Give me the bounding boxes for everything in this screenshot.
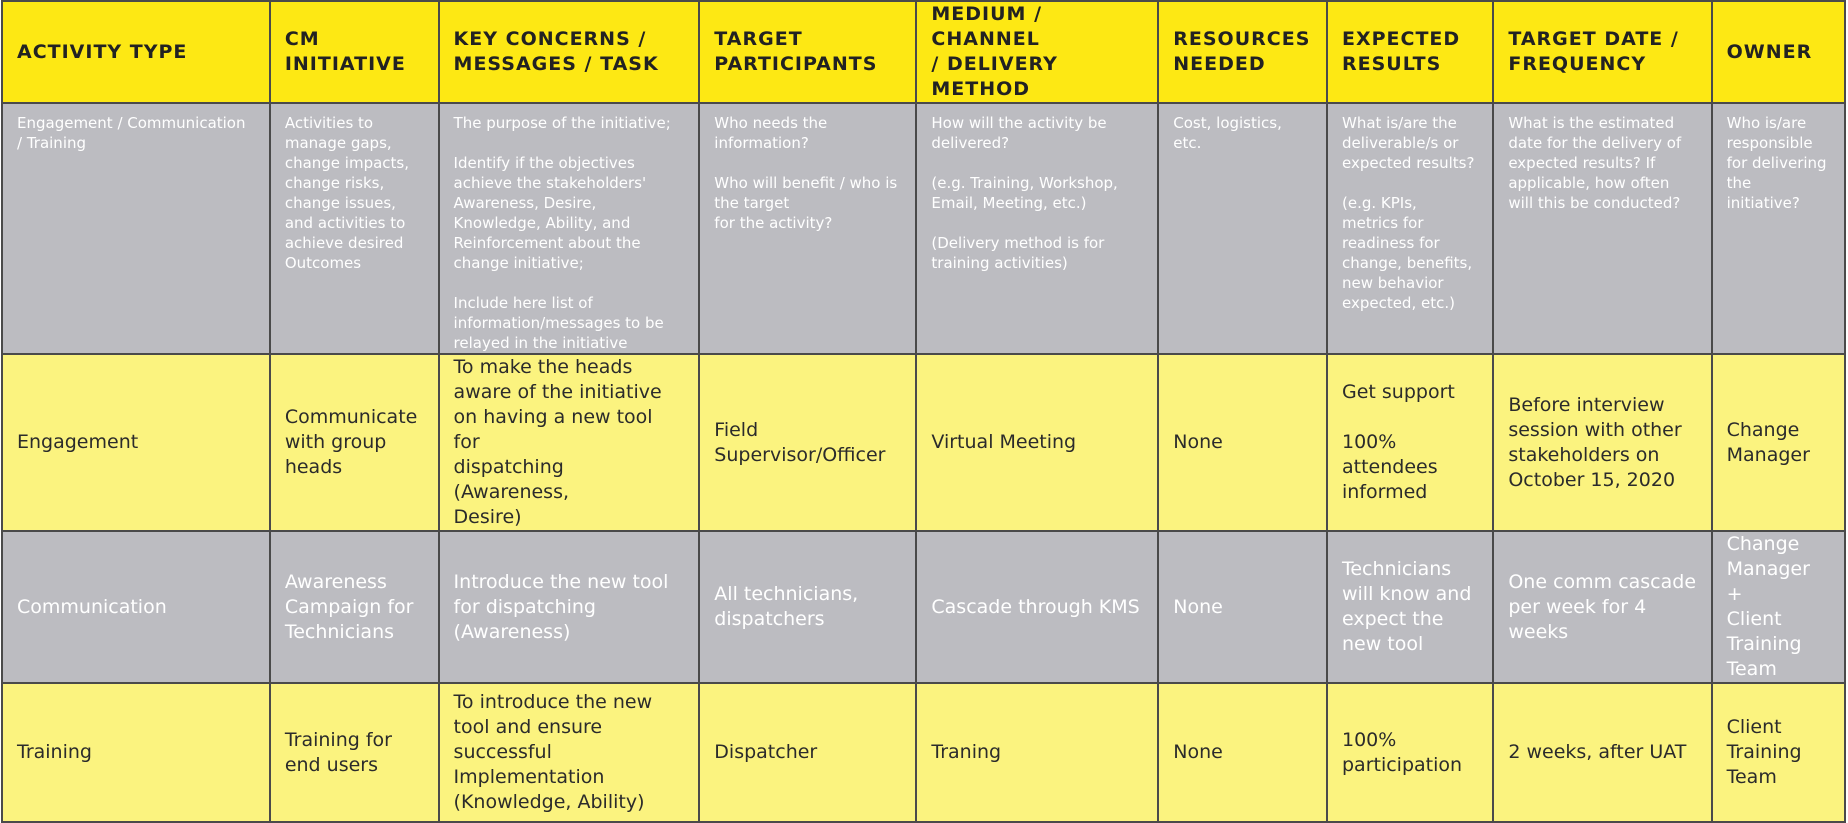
header-medium-channel: MEDIUM / CHANNEL / DELIVERY METHOD bbox=[915, 0, 1160, 104]
header-owner: OWNER bbox=[1710, 0, 1847, 104]
cell-activity-type: Training bbox=[1, 682, 271, 823]
header-target-participants: TARGET PARTICIPANTS bbox=[698, 0, 918, 104]
cell-cm-initiative: Awareness Campaign for Technicians bbox=[268, 530, 440, 684]
cell-expected-results: Technicians will know and expect the new… bbox=[1325, 530, 1495, 684]
header-resources-needed: RESOURCES NEEDED bbox=[1157, 0, 1328, 104]
cell-medium-channel: Cascade through KMS bbox=[915, 530, 1160, 684]
cell-target-date: One comm cascade per week for 4 weeks bbox=[1492, 530, 1713, 684]
cell-activity-type: Communication bbox=[1, 530, 271, 684]
header-key-concerns: KEY CONCERNS / MESSAGES / TASK bbox=[437, 0, 701, 104]
header-expected-results: EXPECTED RESULTS bbox=[1325, 0, 1495, 104]
table-row-training: Training Training for end users To intro… bbox=[1, 682, 1847, 823]
header-cm-initiative: CM INITIATIVE bbox=[268, 0, 440, 104]
header-target-date: TARGET DATE / FREQUENCY bbox=[1492, 0, 1713, 104]
guide-cm-initiative: Activities to manage gaps, change impact… bbox=[268, 102, 440, 355]
cell-cm-initiative: Training for end users bbox=[268, 682, 440, 823]
cell-target-participants: Dispatcher bbox=[698, 682, 918, 823]
guide-activity-type: Engagement / Communication / Training bbox=[1, 102, 271, 355]
table-row-communication: Communication Awareness Campaign for Tec… bbox=[1, 530, 1847, 684]
cell-medium-channel: Traning bbox=[915, 682, 1160, 823]
guide-expected-results: What is/are the deliverable/s or expecte… bbox=[1325, 102, 1495, 355]
guide-key-concerns: The purpose of the initiative; Identify … bbox=[437, 102, 701, 355]
cell-activity-type: Engagement bbox=[1, 353, 271, 532]
cell-target-participants: All technicians, dispatchers bbox=[698, 530, 918, 684]
cell-owner: Change Manager bbox=[1710, 353, 1847, 532]
cell-cm-initiative: Communicate with group heads bbox=[268, 353, 440, 532]
cell-resources-needed: None bbox=[1157, 353, 1328, 532]
guide-owner: Who is/are responsible for delivering th… bbox=[1710, 102, 1847, 355]
cell-target-participants: Field Supervisor/Officer bbox=[698, 353, 918, 532]
header-row: ACTIVITY TYPE CM INITIATIVE KEY CONCERNS… bbox=[1, 0, 1847, 104]
cell-expected-results: Get support 100% attendees informed bbox=[1325, 353, 1495, 532]
cell-medium-channel: Virtual Meeting bbox=[915, 353, 1160, 532]
cell-key-concerns: To introduce the new tool and ensure suc… bbox=[437, 682, 701, 823]
guide-resources-needed: Cost, logistics, etc. bbox=[1157, 102, 1328, 355]
guide-target-date: What is the estimated date for the deliv… bbox=[1492, 102, 1713, 355]
guide-target-participants: Who needs the information? Who will bene… bbox=[698, 102, 918, 355]
guide-medium-channel: How will the activity be delivered? (e.g… bbox=[915, 102, 1160, 355]
cell-owner: Client Training Team bbox=[1710, 682, 1847, 823]
cell-expected-results: 100% participation bbox=[1325, 682, 1495, 823]
cell-target-date: 2 weeks, after UAT bbox=[1492, 682, 1713, 823]
cell-resources-needed: None bbox=[1157, 530, 1328, 684]
cell-target-date: Before interview session with other stak… bbox=[1492, 353, 1713, 532]
guide-row: Engagement / Communication / Training Ac… bbox=[1, 102, 1847, 355]
cell-key-concerns: Introduce the new tool for dispatching (… bbox=[437, 530, 701, 684]
cell-owner: Change Manager + Client Training Team bbox=[1710, 530, 1847, 684]
header-activity-type: ACTIVITY TYPE bbox=[1, 0, 271, 104]
table-row-engagement: Engagement Communicate with group heads … bbox=[1, 353, 1847, 532]
cell-resources-needed: None bbox=[1157, 682, 1328, 823]
cell-key-concerns: To make the heads aware of the initiativ… bbox=[437, 353, 701, 532]
